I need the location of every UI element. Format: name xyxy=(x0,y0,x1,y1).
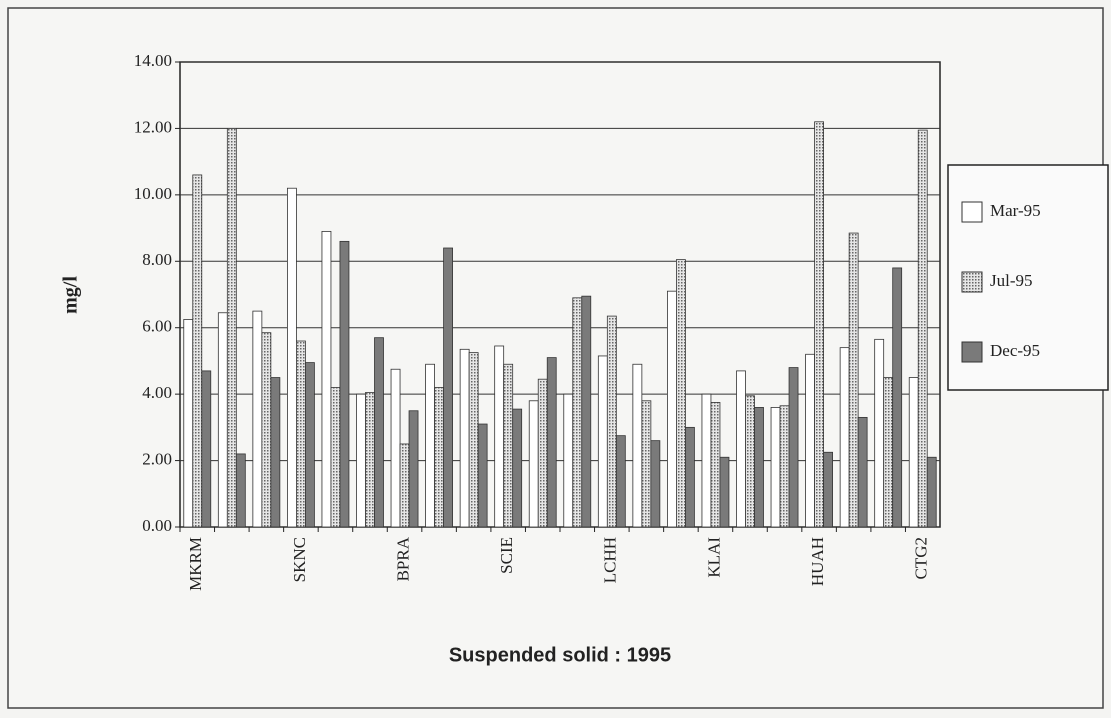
bar xyxy=(183,319,194,528)
bar xyxy=(365,392,375,528)
bar xyxy=(572,297,583,528)
bar xyxy=(606,315,617,528)
bar xyxy=(615,435,626,528)
bar xyxy=(339,240,350,528)
legend-swatch xyxy=(961,201,983,223)
bar xyxy=(685,426,695,528)
bar xyxy=(641,400,652,528)
bar xyxy=(390,368,401,528)
bar xyxy=(425,363,435,528)
bar xyxy=(443,247,453,528)
bar xyxy=(581,295,592,528)
bar xyxy=(788,367,799,528)
bar xyxy=(736,370,746,528)
x-tick-label: KLAI xyxy=(704,537,723,578)
bar xyxy=(883,377,894,528)
x-tick-label: LCHH xyxy=(601,537,620,583)
bar xyxy=(874,338,885,528)
bar xyxy=(494,345,505,528)
bar xyxy=(226,128,237,528)
bar xyxy=(917,129,928,528)
bar xyxy=(356,393,366,528)
x-tick-label: MKRM xyxy=(186,537,205,591)
bar xyxy=(848,232,859,528)
legend-swatch xyxy=(961,341,983,363)
bar xyxy=(503,363,514,528)
bar xyxy=(261,332,272,528)
bar xyxy=(779,405,790,528)
x-tick-label: HUAH xyxy=(808,537,827,586)
bar xyxy=(252,310,263,528)
bar xyxy=(926,456,937,528)
bar xyxy=(374,337,384,528)
legend-label: Mar-95 xyxy=(990,201,1041,220)
bar xyxy=(477,423,488,528)
bar xyxy=(546,357,557,528)
bar xyxy=(857,416,868,528)
bar xyxy=(710,402,721,528)
bar xyxy=(399,443,410,528)
x-tick-label: BPRA xyxy=(393,536,412,581)
x-tick-label: SKNC xyxy=(290,537,309,582)
x-tick-label: CTG2 xyxy=(912,537,931,580)
bar xyxy=(270,377,281,528)
bar xyxy=(597,355,608,528)
bar xyxy=(770,407,781,528)
bar xyxy=(330,387,341,528)
bar xyxy=(754,407,764,528)
bar xyxy=(459,348,470,528)
bar xyxy=(892,267,903,528)
bar xyxy=(321,230,332,528)
bar xyxy=(296,340,306,528)
bar xyxy=(235,453,246,528)
bar xyxy=(839,347,850,528)
bar xyxy=(563,393,574,528)
bar xyxy=(805,353,815,528)
bar xyxy=(192,174,203,528)
bar xyxy=(719,456,730,528)
bar xyxy=(667,290,677,528)
y-tick-label: 14.00 xyxy=(134,51,172,70)
bar xyxy=(745,395,755,528)
bar xyxy=(701,393,712,528)
bar xyxy=(512,408,523,528)
legend-label: Jul-95 xyxy=(990,271,1033,290)
bar xyxy=(468,352,479,528)
bar xyxy=(528,400,539,528)
bar xyxy=(537,378,548,528)
y-tick-label: 6.00 xyxy=(142,317,172,336)
y-tick-label: 12.00 xyxy=(134,117,172,136)
legend-swatch xyxy=(961,271,983,293)
bar xyxy=(632,363,643,528)
bar xyxy=(408,410,419,528)
y-axis-label: mg/l xyxy=(60,276,82,314)
y-tick-label: 2.00 xyxy=(142,449,172,468)
bar xyxy=(814,121,824,528)
bar xyxy=(434,387,444,528)
y-tick-label: 0.00 xyxy=(142,516,172,535)
bar xyxy=(217,312,228,528)
y-tick-label: 8.00 xyxy=(142,250,172,269)
y-tick-label: 10.00 xyxy=(134,184,172,203)
bar xyxy=(201,370,212,528)
bar xyxy=(676,259,686,528)
y-tick-label: 4.00 xyxy=(142,383,172,402)
bar xyxy=(287,187,297,528)
x-axis-label: Suspended solid : 1995 xyxy=(449,644,671,666)
legend-label: Dec-95 xyxy=(990,341,1040,360)
bar xyxy=(650,440,661,528)
bar xyxy=(823,451,833,528)
bar xyxy=(908,377,919,528)
x-tick-label: SCIE xyxy=(497,537,516,574)
bar xyxy=(305,362,315,528)
